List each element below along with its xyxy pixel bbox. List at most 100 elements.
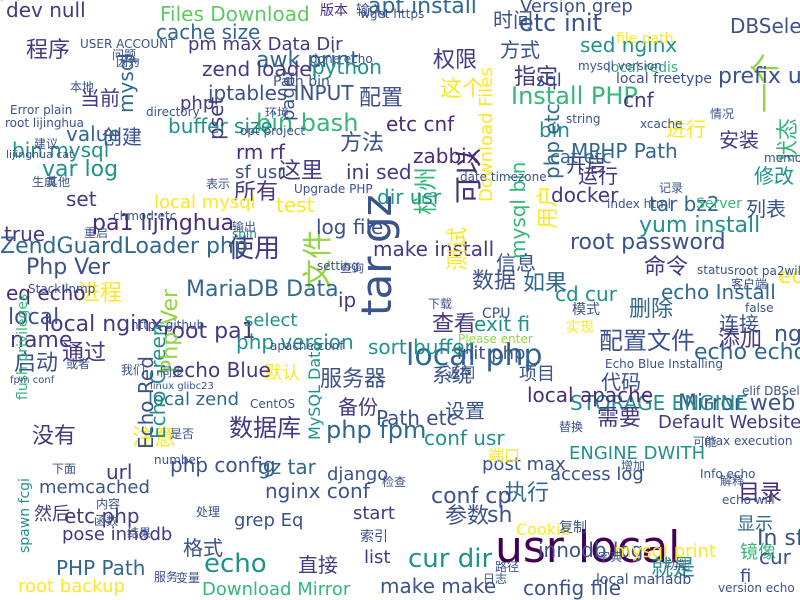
word-188: 字典: [598, 550, 623, 564]
word-52: 查看: [432, 312, 477, 337]
word-90: 这里: [279, 159, 324, 184]
word-158: ENGINE DWITH: [569, 443, 706, 464]
word-16: ZendGuardLoader php: [0, 234, 248, 259]
word-17: pa1 lijinghua: [92, 211, 235, 236]
word-40: Mirror web: [678, 391, 796, 416]
word-47: grep Eq: [234, 510, 304, 531]
word-170: sbin: [232, 227, 257, 241]
word-41: STORAGE ENGINE: [570, 391, 749, 415]
word-0: usr local: [495, 522, 681, 573]
word-101: 连接: [719, 312, 759, 336]
word-69: 然后: [34, 504, 70, 525]
word-102: 添加: [718, 327, 763, 352]
word-82: var log: [42, 157, 119, 182]
word-183: local freetype: [616, 71, 712, 87]
word-43: nginx conf: [265, 479, 370, 503]
word-190: 查询: [340, 261, 365, 275]
word-91: sf usr: [235, 162, 285, 183]
word-89: 方法: [340, 131, 385, 156]
word-87: 程序: [26, 38, 71, 63]
word-57: root backup: [18, 576, 125, 597]
word-121: 开启: [566, 153, 606, 177]
word-233: 变量: [176, 571, 201, 585]
word-107: 项目: [519, 364, 555, 385]
word-205: lijinghua cat: [6, 148, 74, 161]
word-212: Stack lnmp: [28, 282, 96, 296]
word-58: PHP Path: [56, 556, 146, 580]
word-116: ip: [338, 288, 357, 312]
word-133: 权限: [433, 48, 478, 73]
word-35: echo Install: [661, 280, 776, 304]
word-185: 环境: [265, 106, 290, 120]
word-120: docker: [551, 183, 619, 207]
word-189: 记录: [659, 181, 684, 195]
word-71: 注意: [132, 426, 177, 451]
word-56: django: [327, 464, 389, 485]
word-137: sed nginx: [580, 33, 678, 57]
word-99: cd cur: [555, 282, 617, 306]
word-250: 问题: [112, 48, 137, 62]
word-232: 功能: [666, 558, 691, 572]
word-203: Error plain: [10, 103, 73, 117]
word-34: root password: [570, 230, 726, 255]
word-202: Please enter: [458, 332, 533, 346]
word-14: MariaDB Data: [186, 277, 339, 302]
word-200: 模式: [572, 302, 600, 318]
word-160: Default Website: [658, 412, 800, 433]
word-222: root pa2will: [734, 264, 800, 278]
word-193: 替换: [559, 420, 584, 434]
word-257: memory: [764, 151, 800, 165]
word-187: 返回: [447, 366, 475, 382]
word-226: 解释: [720, 474, 745, 488]
word-215: opt project: [240, 124, 306, 138]
word-45: config file: [523, 576, 622, 600]
word-122: 运行: [578, 164, 618, 188]
word-70: 没有: [32, 424, 77, 449]
word-166: fi: [740, 566, 752, 587]
word-246: 其他: [46, 175, 71, 189]
word-126: 安装: [719, 128, 759, 152]
word-177: 端口: [488, 446, 521, 465]
word-131: 方式: [500, 38, 540, 62]
word-150: test: [276, 193, 315, 217]
word-225: 可能: [693, 435, 718, 449]
word-230: Info echo: [700, 467, 756, 481]
word-25: Files Download: [160, 2, 310, 26]
word-110: conf cp: [431, 484, 512, 509]
word-113: 格式: [183, 536, 223, 560]
word-157: 用户: [536, 184, 561, 229]
word-123: 修改: [754, 164, 794, 188]
word-165: In sf: [757, 526, 800, 551]
word-111: start: [353, 503, 395, 524]
word-97: select: [244, 310, 298, 331]
word-216: date timezone: [460, 170, 547, 184]
word-104: init php: [457, 343, 526, 364]
word-83: bin mysql: [12, 138, 110, 162]
word-240: 或者: [66, 357, 91, 371]
word-224: 客户端: [731, 277, 768, 291]
word-196: 复制: [559, 520, 587, 536]
word-75: 通过: [62, 341, 107, 366]
word-46: gz tar: [258, 455, 316, 479]
word-98: 信息: [496, 251, 536, 275]
word-36: 配置文件: [599, 327, 695, 355]
word-10: 目录: [738, 481, 783, 506]
word-117: yum install: [639, 213, 761, 238]
word-199: 实现: [566, 320, 594, 336]
word-80: true: [4, 222, 46, 246]
word-207: index html: [607, 197, 671, 211]
word-130: 配置: [359, 86, 404, 111]
word-228: max execution: [704, 434, 793, 448]
word-18: 数据: [472, 269, 517, 294]
word-173: Server: [696, 196, 742, 212]
word-180: local mariadb: [596, 572, 692, 588]
word-178: local redis: [607, 60, 679, 76]
word-115: sh: [487, 503, 513, 528]
word-134: 这个: [440, 77, 485, 102]
word-197: 增加: [621, 459, 646, 473]
word-59: Download Mirror: [202, 579, 351, 600]
word-3: local php: [406, 338, 543, 373]
word-181: mysql version: [578, 59, 662, 73]
word-247: 生成: [32, 175, 57, 189]
word-27: pm max Data Dir: [188, 34, 343, 55]
